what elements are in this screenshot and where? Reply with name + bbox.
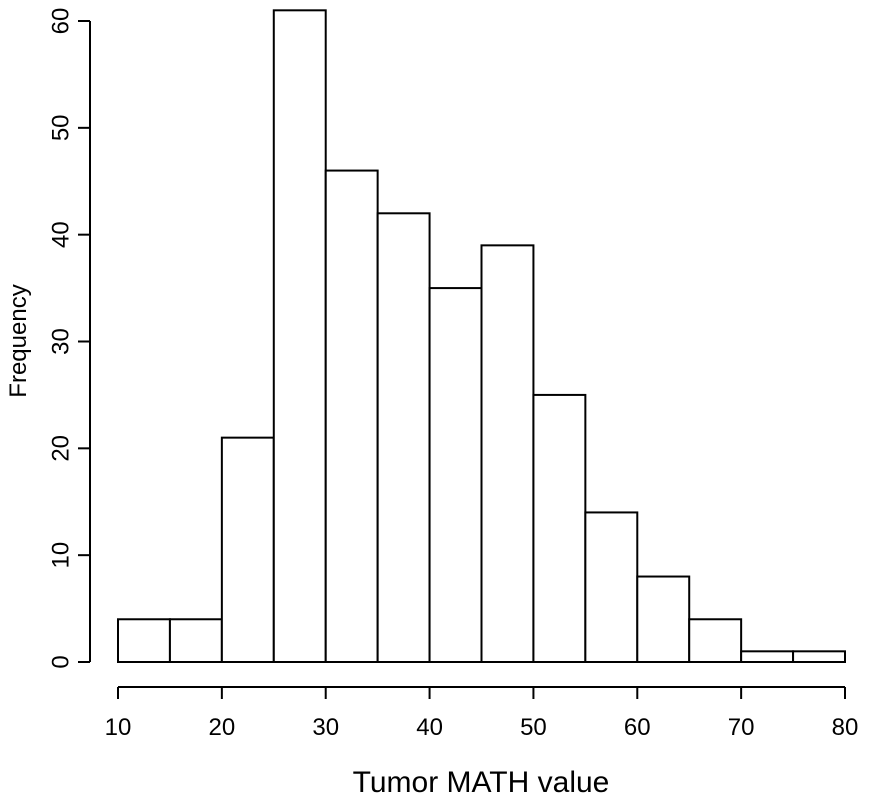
x-axis: 10 20 30 40 50 60 70 80 xyxy=(105,686,859,741)
histogram-bar-55-60 xyxy=(584,511,639,664)
y-tick-label: 40 xyxy=(47,221,74,248)
x-tick-label: 80 xyxy=(832,714,859,741)
y-tick-label: 30 xyxy=(47,328,74,355)
histogram-bar-35-40 xyxy=(376,212,431,664)
histogram-bar-50-55 xyxy=(532,393,587,663)
histogram-bar-30-35 xyxy=(324,169,379,663)
y-tick-label: 10 xyxy=(47,542,74,569)
histogram-bar-45-50 xyxy=(480,244,535,663)
histogram-bar-60-65 xyxy=(636,575,691,663)
histogram-bar-25-30 xyxy=(272,9,327,664)
histogram-bar-40-45 xyxy=(428,287,483,663)
histogram-bar-20-25 xyxy=(220,436,275,663)
x-tick-label: 70 xyxy=(728,714,755,741)
histogram-bar-75-80 xyxy=(792,650,846,663)
y-axis-title: Frequency xyxy=(5,284,32,397)
x-tick-label: 40 xyxy=(416,714,443,741)
x-tick-label: 30 xyxy=(312,714,339,741)
histogram-bar-65-70 xyxy=(688,618,743,663)
y-axis: 0 10 20 30 40 50 60 xyxy=(47,8,91,669)
x-tick-label: 10 xyxy=(105,714,132,741)
histogram-bar-10-15 xyxy=(117,618,171,663)
x-axis-title: Tumor MATH value xyxy=(353,766,610,799)
y-tick-label: 60 xyxy=(47,8,74,35)
y-tick-label: 20 xyxy=(47,435,74,462)
y-tick-label: 0 xyxy=(47,655,74,668)
y-tick-label: 50 xyxy=(47,114,74,141)
x-tick-label: 20 xyxy=(209,714,236,741)
bars-group xyxy=(117,9,846,664)
x-tick-label: 50 xyxy=(520,714,547,741)
histogram-bar-70-75 xyxy=(740,650,795,663)
x-tick-label: 60 xyxy=(624,714,651,741)
histogram-bar-15-20 xyxy=(168,618,223,663)
